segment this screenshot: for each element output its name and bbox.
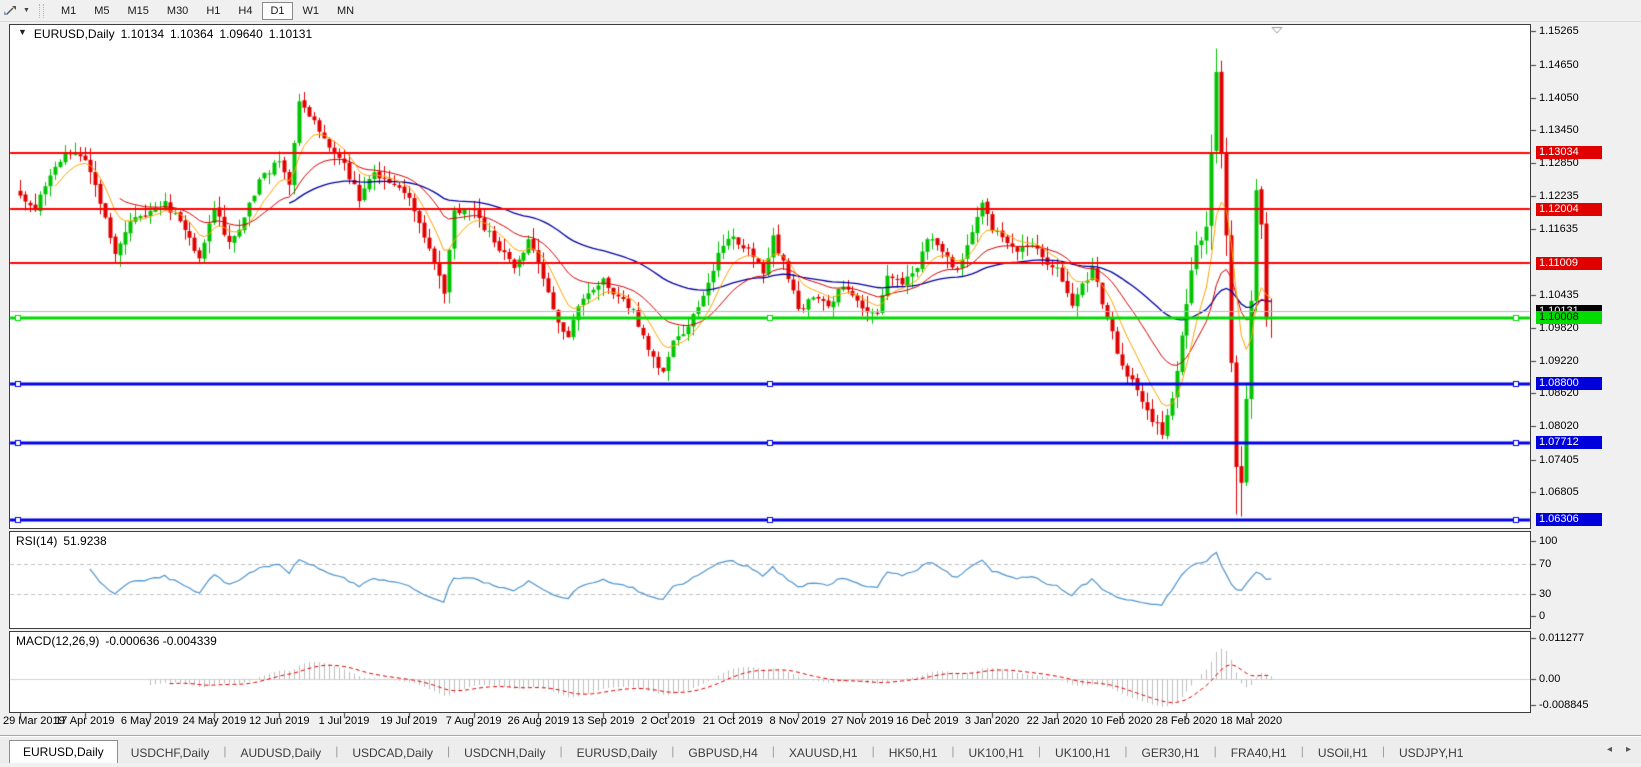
chart-tab-uk100-h1[interactable]: UK100,H1 (1055, 746, 1111, 760)
tab-scroll-controls: ◂ ▸ (1607, 744, 1631, 755)
window-bottom-edge (0, 763, 1641, 767)
ohlc-close: 1.10131 (268, 27, 313, 41)
tab-separator: | (1213, 743, 1217, 758)
chart-tab-usoil-h1[interactable]: USOil,H1 (1317, 746, 1368, 760)
chart-symbol-label: EURUSD,Daily (33, 27, 115, 41)
toolbar-grip[interactable] (38, 3, 44, 18)
rsi-value: 51.9238 (63, 534, 107, 548)
timeframe-button-W1[interactable]: W1 (302, 4, 320, 17)
tab-separator: | (671, 743, 675, 758)
chart-tab-hk50-h1[interactable]: HK50,H1 (888, 746, 938, 760)
cursor-tool-icon[interactable] (4, 3, 22, 18)
tab-separator: | (559, 743, 563, 758)
rsi-name: RSI(14) (16, 534, 58, 548)
ohlc-open: 1.10134 (120, 27, 164, 41)
macd-values: -0.000636 -0.004339 (105, 634, 217, 648)
chart-header: ▼ EURUSD,Daily 1.10134 1.10364 1.09640 1… (18, 27, 312, 41)
tab-separator: | (223, 743, 227, 758)
chart-tab-eurusd-daily[interactable]: EURUSD,Daily (576, 746, 658, 760)
tool-dropdown-icon[interactable]: ▼ (23, 7, 30, 14)
timeframe-button-D1[interactable]: D1 (262, 1, 293, 20)
chart-tab-uk100-h1[interactable]: UK100,H1 (968, 746, 1024, 760)
macd-label: MACD(12,26,9) -0.000636 -0.004339 (16, 634, 217, 648)
ohlc-low: 1.09640 (219, 27, 263, 41)
chart-tab-usdjpy-h1[interactable]: USDJPY,H1 (1398, 746, 1464, 760)
tab-separator: | (447, 743, 451, 758)
timeframe-button-M5[interactable]: M5 (94, 4, 110, 17)
ohlc-high: 1.10364 (170, 27, 214, 41)
collapse-icon[interactable]: ▼ (18, 27, 27, 37)
tab-scroll-right-icon[interactable]: ▸ (1625, 744, 1631, 755)
tab-separator: | (1037, 743, 1042, 758)
timeframe-button-M15[interactable]: M15 (127, 4, 149, 17)
tab-separator: | (871, 743, 875, 758)
chart-tab-fra40-h1[interactable]: FRA40,H1 (1230, 746, 1287, 760)
tab-separator: | (335, 743, 339, 758)
rsi-label: RSI(14) 51.9238 (16, 534, 107, 548)
tab-separator: | (771, 743, 775, 758)
tab-separator: | (1381, 743, 1385, 758)
tab-separator: | (1124, 743, 1128, 758)
chart-tab-ger30-h1[interactable]: GER30,H1 (1141, 746, 1200, 760)
tab-scroll-left-icon[interactable]: ◂ (1606, 744, 1612, 755)
chart-tab-usdcad-daily[interactable]: USDCAD,Daily (352, 746, 433, 760)
chart-tab-audusd-daily[interactable]: AUDUSD,Daily (240, 746, 322, 760)
chart-tab-xauusd-h1[interactable]: XAUUSD,H1 (788, 746, 858, 760)
tab-separator: | (951, 743, 955, 758)
timeframe-button-MN[interactable]: MN (337, 4, 355, 17)
chart-tab-gbpusd-h4[interactable]: GBPUSD,H4 (688, 746, 758, 760)
chart-tab-usdcnh-daily[interactable]: USDCNH,Daily (464, 746, 546, 760)
chart-tab-eurusd-daily[interactable]: EURUSD,Daily (9, 740, 118, 765)
tabbar-divider (0, 735, 1641, 736)
chart-tab-bar: EURUSD,Daily USDCHF,Daily | AUDUSD,Daily | US… (0, 736, 1641, 765)
top-toolbar: ▼ M1 M5 M15 M30 H1 H4 D1 W1 MN (0, 0, 1641, 22)
tab-separator: | (1300, 743, 1304, 758)
timeframe-button-H4[interactable]: H4 (238, 4, 253, 17)
timeframe-button-M30[interactable]: M30 (166, 4, 189, 17)
timeframe-button-M1[interactable]: M1 (60, 4, 77, 17)
timeframe-button-H1[interactable]: H1 (206, 4, 221, 17)
macd-name: MACD(12,26,9) (16, 634, 100, 648)
chart-tab-usdchf-daily[interactable]: USDCHF,Daily (130, 746, 210, 760)
